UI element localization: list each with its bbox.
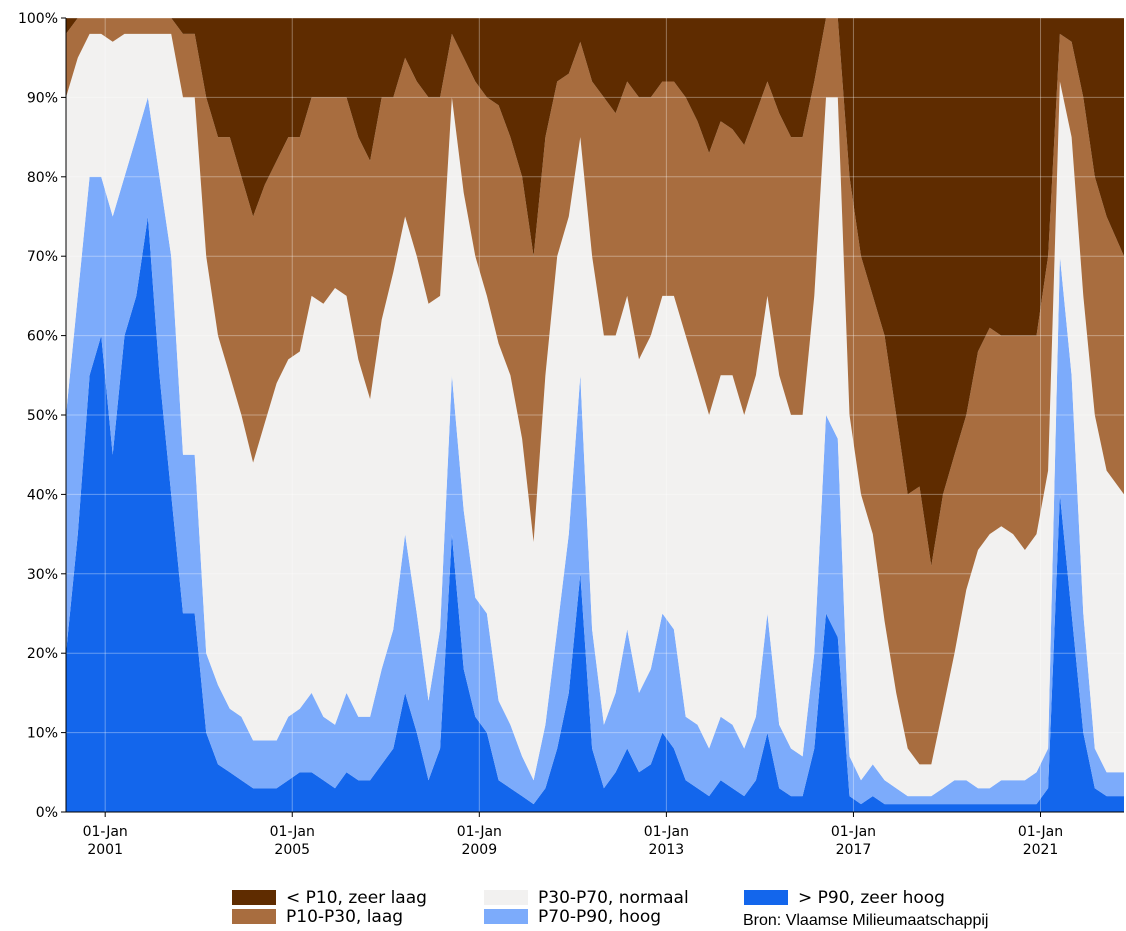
legend-item-normaal: P30-P70, normaal (484, 888, 689, 907)
y-tick-label: 10% (27, 726, 58, 742)
x-tick-label-line1: 01-Jan (831, 824, 876, 840)
y-tick-label: 70% (27, 249, 58, 265)
legend-item-zeer-hoog: > P90, zeer hoog (744, 888, 945, 907)
grid-lines (66, 17, 1124, 813)
legend-swatch-laag (232, 909, 276, 924)
y-tick-label: 30% (27, 567, 58, 583)
x-tick-labels: 01-Jan 2001 01-Jan 2005 01-Jan 2009 01-Jan 2013… (83, 812, 1063, 858)
x-tick-label-line1: 01-Jan (457, 824, 502, 840)
y-tick-labels: 0% 10% 20% 30% 40% 50% 60% 70% 80% 90% 100% (18, 11, 66, 821)
legend-item-hoog: P70-P90, hoog (484, 907, 689, 926)
y-tick-label: 20% (27, 646, 58, 662)
legend-label-laag: P10-P30, laag (286, 906, 404, 927)
legend-column-3: > P90, zeer hoog (744, 888, 945, 907)
x-tick-label-line2: 2021 (1023, 842, 1059, 858)
legend-label-hoog: P70-P90, hoog (538, 906, 662, 927)
y-tick-label: 80% (27, 170, 58, 186)
area-zeer-laag (66, 18, 1124, 566)
area-laag (66, 18, 1124, 765)
chart: 0% 10% 20% 30% 40% 50% 60% 70% 80% 90% 100% 01-Jan… (18, 11, 1124, 858)
y-tick-label: 40% (27, 487, 58, 503)
area-zeer-hoog (66, 216, 1124, 812)
y-tick-label: 0% (36, 805, 58, 821)
y-tick-label: 100% (18, 11, 58, 27)
x-tick-label-line2: 2005 (274, 842, 310, 858)
x-tick-label-line2: 2001 (87, 842, 123, 858)
legend-column-2: P30-P70, normaal P70-P90, hoog (484, 888, 689, 926)
legend: < P10, zeer laag P10-P30, laag P30-P70, … (232, 888, 1052, 931)
x-tick-label-line1: 01-Jan (1018, 824, 1063, 840)
y-tick-label: 90% (27, 90, 58, 106)
area-normaal (66, 33, 1124, 797)
x-tick-label-line2: 2013 (649, 842, 685, 858)
x-tick-label-line2: 2009 (461, 842, 497, 858)
x-tick-label-line2: 2017 (836, 842, 872, 858)
x-tick-label-line1: 01-Jan (83, 824, 128, 840)
legend-swatch-hoog (484, 909, 528, 924)
legend-swatch-zeer-hoog (744, 890, 788, 905)
legend-swatch-zeer-laag (232, 890, 276, 905)
source-credit: Bron: Vlaamse Milieumaatschappij (743, 912, 989, 929)
stacked-area-series (66, 18, 1124, 812)
legend-label-zeer-hoog: > P90, zeer hoog (798, 887, 945, 908)
area-hoog (66, 97, 1124, 805)
legend-item-laag: P10-P30, laag (232, 907, 427, 926)
legend-item-zeer-laag: < P10, zeer laag (232, 888, 427, 907)
y-tick-label: 60% (27, 329, 58, 345)
legend-swatch-normaal (484, 890, 528, 905)
legend-column-1: < P10, zeer laag P10-P30, laag (232, 888, 427, 926)
legend-label-zeer-laag: < P10, zeer laag (286, 887, 427, 908)
y-tick-label: 50% (27, 408, 58, 424)
x-tick-label-line1: 01-Jan (270, 824, 315, 840)
legend-label-normaal: P30-P70, normaal (538, 887, 689, 908)
x-tick-label-line1: 01-Jan (644, 824, 689, 840)
